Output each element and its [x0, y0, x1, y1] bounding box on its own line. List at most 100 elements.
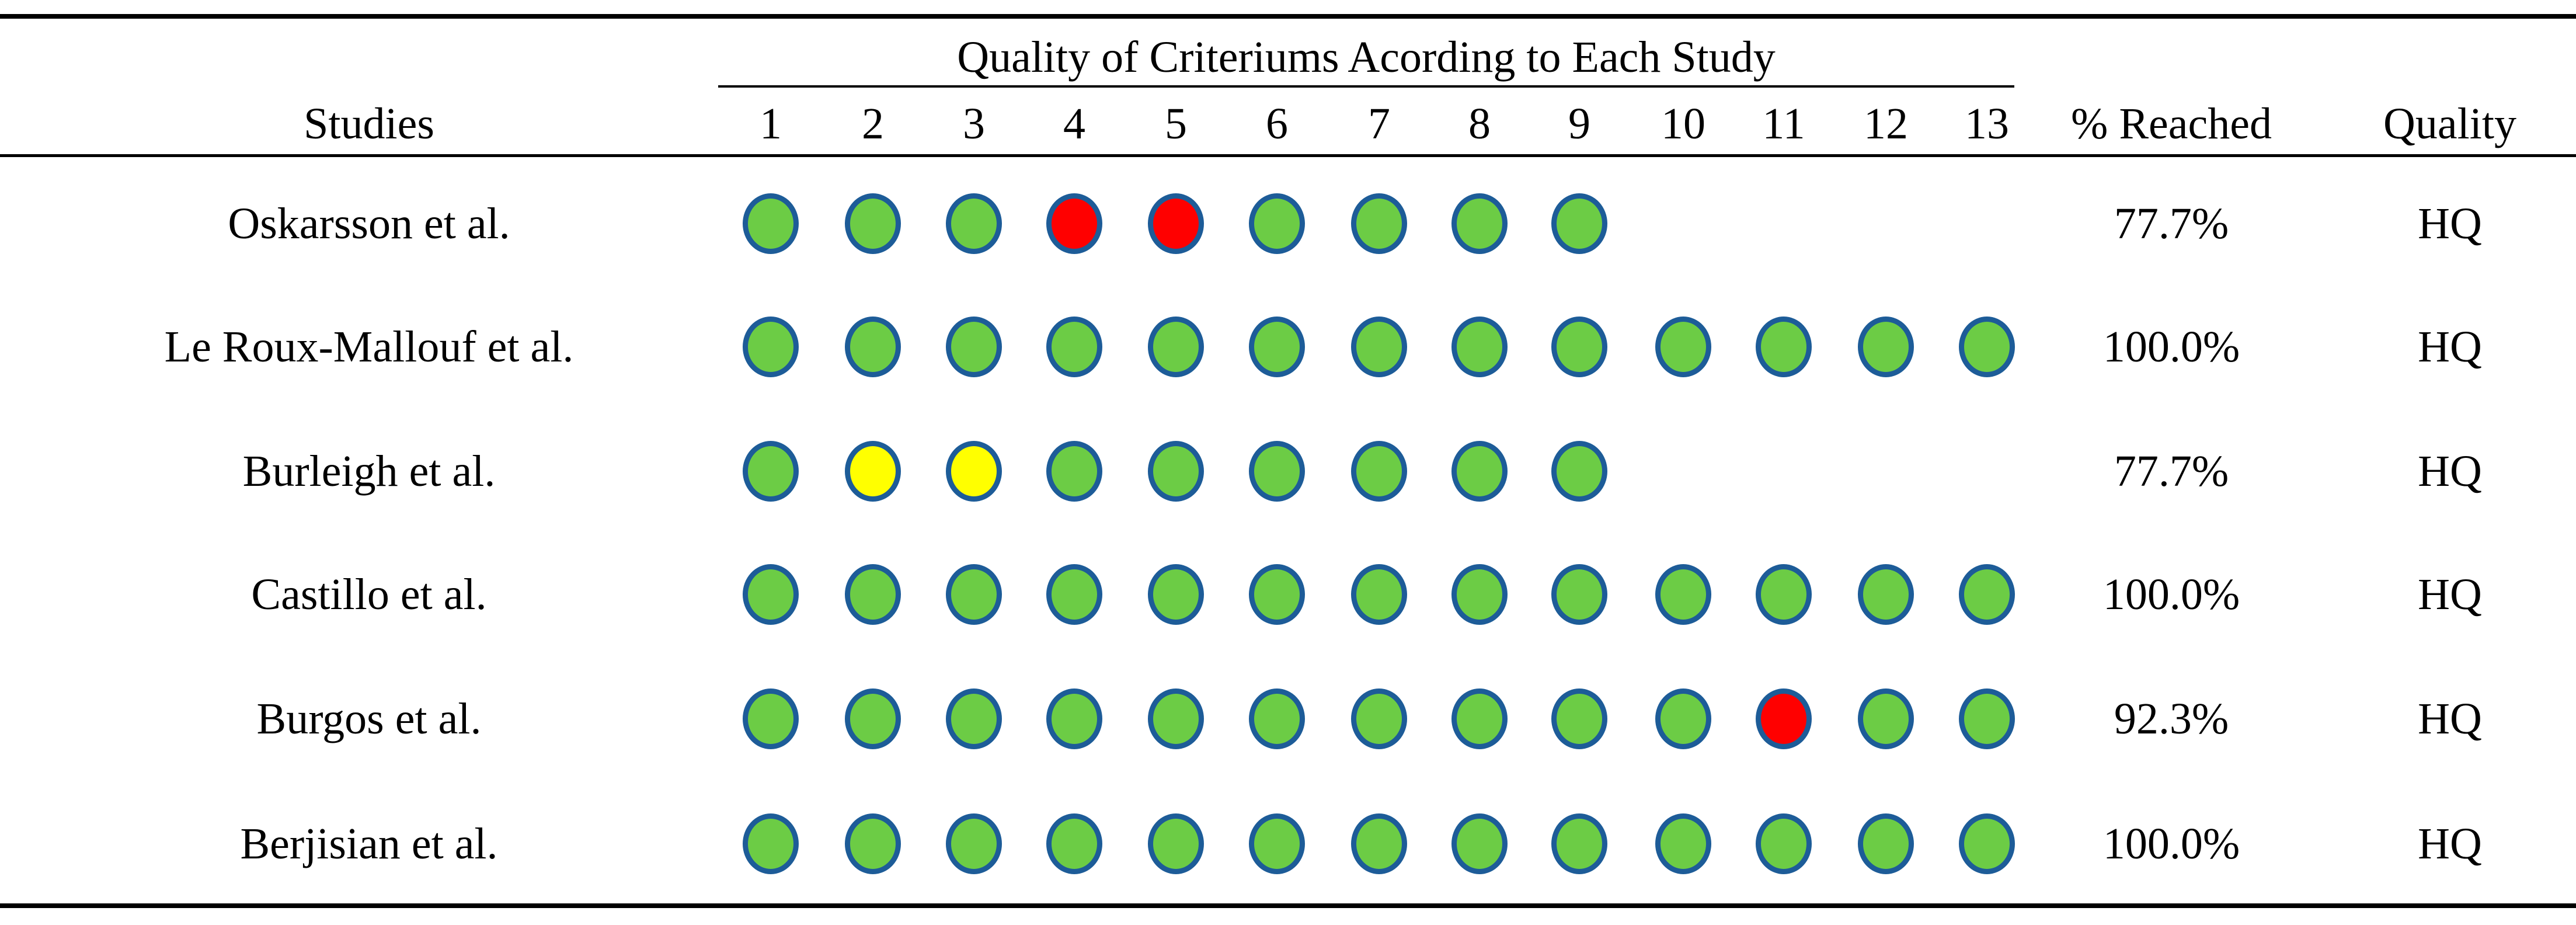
- rating-dot-green-criterion-10: [1655, 688, 1711, 749]
- study-name: Oskarsson et al.: [228, 199, 510, 248]
- criterion-header-1: 1: [760, 99, 782, 148]
- study-name: Berjisian et al.: [240, 819, 498, 868]
- rating-dot-green-criterion-9: [1551, 317, 1607, 377]
- percent-reached-value: 100.0%: [2102, 819, 2240, 868]
- percent-reached-value: 77.7%: [2114, 447, 2229, 496]
- rating-dot-red-criterion-11: [1756, 688, 1812, 749]
- rating-dot-green-criterion-9: [1551, 193, 1607, 254]
- rating-dot-green-criterion-1: [743, 317, 799, 377]
- percent-reached-value: 100.0%: [2102, 570, 2240, 619]
- rating-dot-red-criterion-5: [1148, 193, 1204, 254]
- rating-dot-green-criterion-11: [1756, 813, 1812, 874]
- rating-dot-green-criterion-2: [845, 193, 901, 254]
- criterion-header-6: 6: [1266, 99, 1288, 148]
- table-bottom-rule: [0, 903, 2576, 908]
- studies-header: Studies: [304, 99, 434, 148]
- rating-dot-green-criterion-7: [1351, 564, 1407, 625]
- rating-dot-green-criterion-11: [1756, 317, 1812, 377]
- study-name: Castillo et al.: [251, 570, 487, 619]
- rating-dot-green-criterion-5: [1148, 813, 1204, 874]
- study-name: Le Roux-Mallouf et al.: [164, 322, 574, 371]
- rating-dot-green-criterion-4: [1046, 813, 1102, 874]
- rating-dot-green-criterion-2: [845, 564, 901, 625]
- criterion-header-3: 3: [963, 99, 985, 148]
- rating-dot-green-criterion-13: [1959, 564, 2015, 625]
- rating-dot-green-criterion-8: [1451, 441, 1508, 502]
- rating-dot-green-criterion-11: [1756, 564, 1812, 625]
- rating-dot-green-criterion-6: [1249, 441, 1305, 502]
- rating-dot-green-criterion-7: [1351, 193, 1407, 254]
- rating-dot-green-criterion-13: [1959, 688, 2015, 749]
- quality-value: HQ: [2418, 322, 2482, 371]
- rating-dot-green-criterion-8: [1451, 193, 1508, 254]
- rating-dot-green-criterion-8: [1451, 317, 1508, 377]
- criterion-header-4: 4: [1063, 99, 1085, 148]
- criterion-header-5: 5: [1165, 99, 1187, 148]
- rating-dot-green-criterion-8: [1451, 564, 1508, 625]
- rating-dot-green-criterion-2: [845, 688, 901, 749]
- rating-dot-green-criterion-3: [946, 813, 1002, 874]
- rating-dot-red-criterion-4: [1046, 193, 1102, 254]
- rating-dot-green-criterion-7: [1351, 688, 1407, 749]
- rating-dot-green-criterion-6: [1249, 813, 1305, 874]
- criterion-header-12: 12: [1864, 99, 1908, 148]
- criterion-header-8: 8: [1468, 99, 1491, 148]
- rating-dot-green-criterion-13: [1959, 317, 2015, 377]
- rating-dot-green-criterion-2: [845, 813, 901, 874]
- quality-value: HQ: [2418, 694, 2482, 743]
- rating-dot-green-criterion-1: [743, 193, 799, 254]
- rating-dot-green-criterion-5: [1148, 317, 1204, 377]
- criterion-header-2: 2: [862, 99, 884, 148]
- rating-dot-yellow-criterion-3: [946, 441, 1002, 502]
- rating-dot-green-criterion-9: [1551, 813, 1607, 874]
- table-top-rule: [0, 14, 2576, 19]
- rating-dot-green-criterion-3: [946, 193, 1002, 254]
- rating-dot-green-criterion-6: [1249, 688, 1305, 749]
- rating-dot-green-criterion-3: [946, 688, 1002, 749]
- rating-dot-green-criterion-10: [1655, 317, 1711, 377]
- rating-dot-green-criterion-13: [1959, 813, 2015, 874]
- quality-value: HQ: [2418, 819, 2482, 868]
- rating-dot-green-criterion-12: [1858, 564, 1914, 625]
- quality-value: HQ: [2418, 570, 2482, 619]
- rating-dot-green-criterion-4: [1046, 317, 1102, 377]
- rating-dot-green-criterion-1: [743, 564, 799, 625]
- rating-dot-green-criterion-10: [1655, 564, 1711, 625]
- percent-reached-value: 92.3%: [2114, 694, 2229, 743]
- quality-header: Quality: [2383, 99, 2516, 148]
- rating-dot-green-criterion-9: [1551, 564, 1607, 625]
- criterion-header-11: 11: [1762, 99, 1805, 148]
- rating-dot-green-criterion-6: [1249, 193, 1305, 254]
- rating-dot-green-criterion-5: [1148, 564, 1204, 625]
- rating-dot-green-criterion-6: [1249, 564, 1305, 625]
- criterion-header-7: 7: [1368, 99, 1390, 148]
- group-header-rule: [718, 85, 2014, 88]
- rating-dot-green-criterion-7: [1351, 813, 1407, 874]
- criterion-header-10: 10: [1661, 99, 1705, 148]
- rating-dot-green-criterion-5: [1148, 688, 1204, 749]
- rating-dot-green-criterion-9: [1551, 441, 1607, 502]
- rating-dot-green-criterion-12: [1858, 317, 1914, 377]
- percent-reached-header: % Reached: [2071, 99, 2272, 148]
- criterion-header-13: 13: [1965, 99, 2009, 148]
- rating-dot-green-criterion-8: [1451, 688, 1508, 749]
- quality-value: HQ: [2418, 447, 2482, 496]
- rating-dot-yellow-criterion-2: [845, 441, 901, 502]
- rating-dot-green-criterion-12: [1858, 688, 1914, 749]
- rating-dot-green-criterion-2: [845, 317, 901, 377]
- rating-dot-green-criterion-9: [1551, 688, 1607, 749]
- study-name: Burleigh et al.: [242, 447, 496, 496]
- header-rule: [0, 154, 2576, 157]
- rating-dot-green-criterion-7: [1351, 441, 1407, 502]
- group-header: Quality of Criteriums Acording to Each S…: [957, 33, 1776, 82]
- rating-dot-green-criterion-6: [1249, 317, 1305, 377]
- rating-dot-green-criterion-1: [743, 688, 799, 749]
- rating-dot-green-criterion-3: [946, 317, 1002, 377]
- rating-dot-green-criterion-10: [1655, 813, 1711, 874]
- rating-dot-green-criterion-3: [946, 564, 1002, 625]
- percent-reached-value: 77.7%: [2114, 199, 2229, 248]
- rating-dot-green-criterion-4: [1046, 564, 1102, 625]
- rating-dot-green-criterion-1: [743, 813, 799, 874]
- percent-reached-value: 100.0%: [2102, 322, 2240, 371]
- quality-value: HQ: [2418, 199, 2482, 248]
